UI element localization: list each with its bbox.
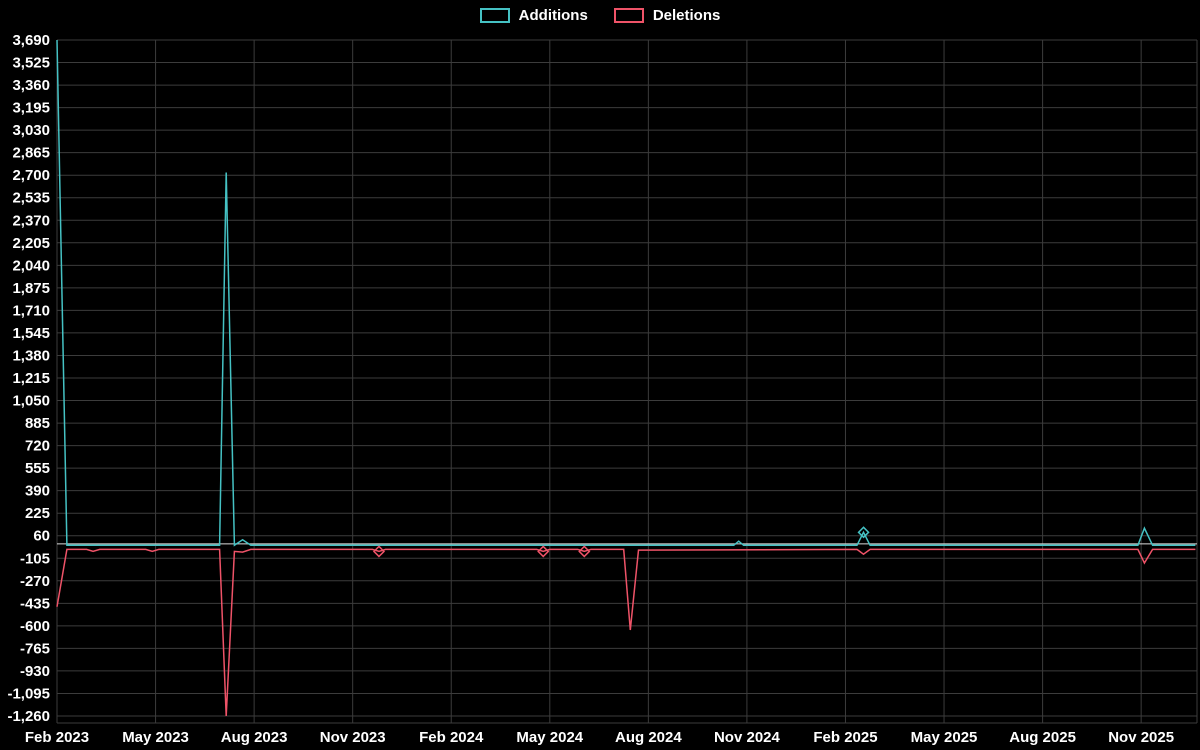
series-line-additions[interactable] <box>56 39 1196 547</box>
x-tick-label: May 2025 <box>911 729 978 746</box>
legend-item-additions[interactable]: Additions <box>479 7 588 24</box>
legend-label-deletions: Deletions <box>652 7 721 24</box>
y-tick-label: 1,710 <box>12 302 50 319</box>
y-tick-label: 555 <box>25 460 50 477</box>
y-tick-label: 60 <box>33 528 50 545</box>
y-tick-label: -600 <box>20 618 50 635</box>
y-tick-label: 3,195 <box>12 100 50 117</box>
diamond-marker-deletions[interactable] <box>372 545 386 558</box>
y-tick-label: 3,030 <box>12 122 50 139</box>
x-tick-label: Aug 2023 <box>221 729 288 746</box>
diamond-marker-deletions[interactable] <box>578 545 591 558</box>
y-tick-label: 1,215 <box>12 370 50 387</box>
y-tick-label: 3,525 <box>12 55 50 72</box>
x-tick-label: Feb 2024 <box>419 729 484 746</box>
y-tick-label: 390 <box>25 483 50 500</box>
series-line-deletions[interactable] <box>56 548 1196 717</box>
chart-legend: Additions Deletions <box>0 7 1200 24</box>
diamond-marker-additions[interactable] <box>857 526 870 539</box>
diamond-marker-deletions[interactable] <box>537 545 550 558</box>
x-tick-label: Feb 2025 <box>813 729 877 746</box>
x-tick-label: Aug 2025 <box>1009 729 1076 746</box>
y-tick-label: 2,370 <box>12 212 50 229</box>
y-tick-label: -270 <box>20 573 50 590</box>
y-tick-label: -930 <box>20 663 50 680</box>
y-tick-label: 2,700 <box>12 167 50 184</box>
y-tick-label: 1,875 <box>12 280 50 297</box>
y-tick-label: -435 <box>20 595 50 612</box>
y-tick-label: 2,205 <box>12 235 50 252</box>
y-tick-label: 2,535 <box>12 190 50 207</box>
y-tick-label: 885 <box>25 415 50 432</box>
y-tick-label: -1,095 <box>7 685 50 702</box>
y-tick-label: 3,690 <box>12 32 50 49</box>
legend-item-deletions[interactable]: Deletions <box>613 7 721 24</box>
y-tick-label: 3,360 <box>12 77 50 94</box>
y-tick-label: 1,545 <box>12 325 50 342</box>
y-tick-label: -765 <box>20 640 50 657</box>
x-tick-label: May 2023 <box>122 729 189 746</box>
x-tick-label: Feb 2023 <box>25 729 89 746</box>
y-tick-label: 1,050 <box>12 393 50 410</box>
y-tick-label: 720 <box>25 438 50 455</box>
y-tick-label: 1,380 <box>12 347 50 364</box>
y-tick-label: 2,040 <box>12 257 50 274</box>
x-tick-label: Nov 2025 <box>1108 729 1174 746</box>
y-tick-label: 2,865 <box>12 145 50 162</box>
y-tick-label: -1,260 <box>7 708 50 725</box>
x-tick-label: Nov 2024 <box>714 729 781 746</box>
x-tick-label: Nov 2023 <box>320 729 386 746</box>
x-tick-label: Aug 2024 <box>615 729 682 746</box>
x-tick-label: May 2024 <box>516 729 583 746</box>
deletions-swatch-icon <box>613 8 644 23</box>
y-tick-label: -105 <box>20 550 50 567</box>
y-tick-label: 225 <box>25 505 50 522</box>
legend-label-additions: Additions <box>518 7 588 24</box>
additions-swatch-icon <box>479 8 510 23</box>
